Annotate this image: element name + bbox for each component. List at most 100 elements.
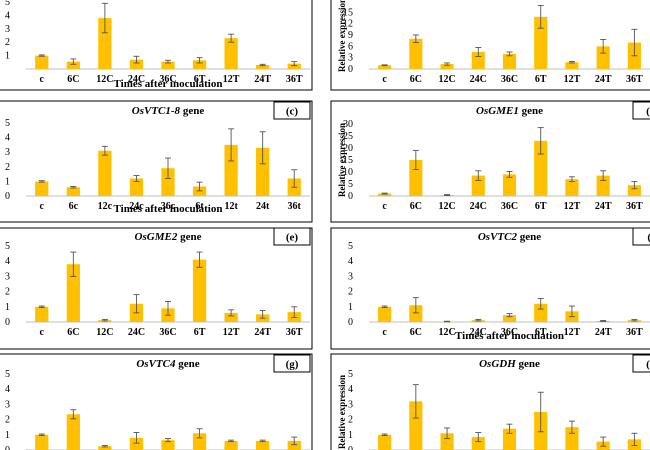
chart-title: OsGME2 gene (135, 231, 202, 243)
bar (471, 175, 485, 196)
panel-frame (330, 227, 650, 350)
x-tick-label: 36T (626, 327, 643, 338)
x-tick-label: 24C (470, 74, 487, 85)
bar (35, 306, 49, 322)
chart-title-suffix: gene (175, 358, 199, 370)
bar (287, 440, 301, 450)
chart-title-gene: OsVTC2 (478, 231, 518, 243)
y-tick-label: 2 (5, 162, 10, 173)
bar (409, 38, 423, 69)
bar (66, 264, 80, 322)
y-tick-label: 5 (348, 241, 353, 252)
y-tick-label: 3 (348, 53, 353, 64)
x-tick-label: 12C (438, 327, 455, 338)
bar (98, 18, 112, 69)
x-tick-label: 6T (194, 74, 206, 85)
x-tick-label: 6c (69, 201, 79, 212)
chart-panel-g: 012345c6C12C24C36C6T12T24T36TOsVTC4 gene… (0, 353, 313, 450)
bar (35, 434, 49, 450)
panel-tag-box (632, 227, 650, 246)
x-axis-label: Times after inoculation (455, 330, 564, 342)
bar (471, 52, 485, 69)
y-tick-label: 30 (343, 119, 353, 130)
chart-title-gene: OsVTC4 (136, 358, 176, 370)
bar (502, 53, 517, 69)
bar (129, 59, 144, 69)
y-tick-label: 2 (348, 415, 353, 426)
panel-tag: (e) (286, 232, 299, 244)
x-tick-label: 24c (129, 201, 144, 212)
x-tick-label: 6C (67, 74, 79, 85)
y-tick-label: 4 (5, 384, 10, 395)
y-tick-label: 0 (348, 64, 353, 75)
chart-panel-h: 012345c6C12C24C36C6T12T24T36TOsGDH gene(… (330, 353, 650, 450)
x-tick-label: 36T (286, 327, 303, 338)
bar (627, 185, 641, 196)
y-tick-label: 3 (348, 271, 353, 282)
panel-frame (0, 0, 313, 91)
bar (378, 306, 392, 322)
x-tick-label: 12T (564, 327, 581, 338)
panel-tag: (h (646, 359, 650, 371)
bar (192, 259, 207, 322)
bar (256, 147, 270, 196)
x-tick-label: 36t (288, 201, 302, 212)
y-tick-label: 3 (5, 399, 10, 410)
bar (565, 62, 579, 69)
x-tick-label: 12T (564, 201, 581, 212)
bar (409, 160, 423, 196)
x-axis-label: Times after inoculation (114, 78, 223, 90)
bar (378, 434, 392, 450)
y-tick-label: 15 (343, 155, 353, 166)
bar (502, 428, 517, 450)
chart-title-gene: OsVTC1-8 (132, 105, 181, 117)
bar (192, 433, 207, 450)
y-tick-label: 0 (348, 445, 353, 450)
chart-title: OsVTC2 gene (478, 231, 541, 243)
panel-tag-box (632, 101, 650, 120)
y-tick-label: 5 (5, 0, 10, 8)
bar (596, 46, 610, 69)
bar (440, 433, 454, 450)
panel-frame (0, 227, 313, 350)
x-tick-label: 12C (96, 74, 113, 85)
chart-title: OsGDH gene (479, 358, 540, 370)
y-tick-label: 0 (348, 317, 353, 328)
bar (224, 312, 238, 322)
panel-tag: (d (646, 106, 650, 118)
x-tick-label: 36C (501, 327, 518, 338)
bar (534, 303, 548, 322)
y-tick-label: 3 (5, 24, 10, 35)
y-tick-label: 10 (343, 167, 353, 178)
panel-frame (330, 100, 650, 223)
y-tick-label: 4 (348, 384, 353, 395)
y-tick-label: 15 (343, 7, 353, 18)
y-tick-label: 4 (348, 256, 353, 267)
y-tick-label: 20 (343, 143, 353, 154)
chart-panel-a: 1 2 3 4 5 c 6C 12C 24C 36C 6T 12T 24T 36T Times after … (0, 0, 313, 91)
bar (66, 414, 80, 450)
y-tick-label: 0 (5, 445, 10, 450)
y-tick-label: 4 (5, 256, 10, 267)
y-tick-label: 2 (348, 287, 353, 298)
x-tick-label: 36C (159, 74, 176, 85)
bar (161, 61, 175, 69)
panel-tag: (c) (286, 106, 299, 118)
bar (256, 440, 270, 450)
y-tick-label: 5 (5, 369, 10, 380)
x-tick-label: 6T (535, 327, 547, 338)
bar (161, 440, 175, 450)
bar (98, 446, 112, 450)
panel-tag-box (632, 354, 650, 373)
panel-frame (330, 353, 650, 450)
y-tick-label: 4 (5, 10, 10, 21)
chart-panel-f: 0 1 2 3 4 5 c 6C 12C 24C 36C 6T 12T 24T 36T OsVTC2 gene… (330, 227, 650, 350)
x-tick-label: 24T (595, 327, 612, 338)
y-tick-label: 5 (5, 118, 10, 129)
bar (409, 305, 423, 322)
x-tick-label: 36C (501, 74, 518, 85)
bar (224, 38, 238, 69)
bar (378, 65, 392, 69)
